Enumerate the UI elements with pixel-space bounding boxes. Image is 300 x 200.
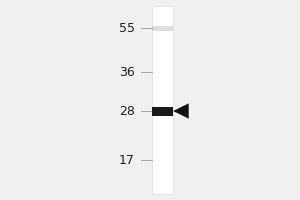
Bar [152, 25, 172, 30]
Text: 28: 28 [119, 105, 135, 118]
Bar [152, 107, 172, 116]
Bar [152, 6, 172, 194]
Polygon shape [173, 103, 189, 119]
Text: 17: 17 [119, 154, 135, 166]
Text: 36: 36 [119, 66, 135, 78]
Text: 55: 55 [119, 21, 135, 34]
